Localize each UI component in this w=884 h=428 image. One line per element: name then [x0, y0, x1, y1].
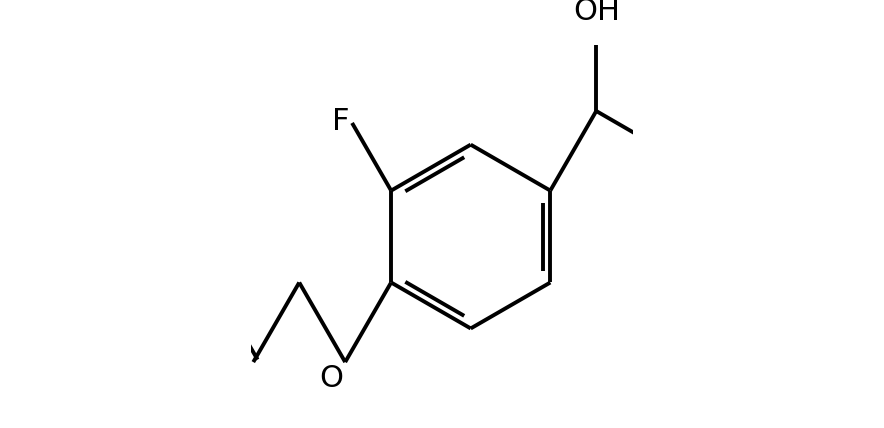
Text: O: O [319, 364, 343, 393]
Text: OH: OH [573, 0, 620, 27]
Text: F: F [332, 107, 349, 136]
